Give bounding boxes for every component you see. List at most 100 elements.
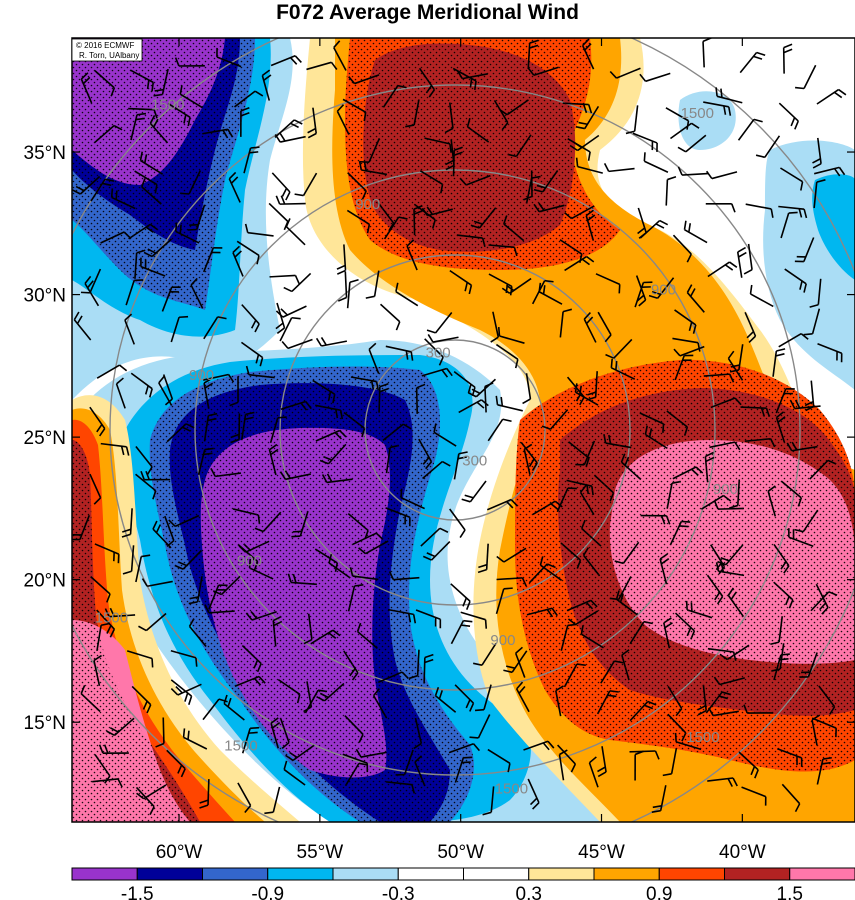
- wind-barb: [141, 178, 162, 205]
- wind-barb: [640, 514, 671, 525]
- wind-barb: [203, 377, 214, 409]
- lon-tick-label: 40°W: [719, 842, 766, 863]
- wind-barb: [271, 172, 291, 201]
- wind-barb: [767, 485, 777, 517]
- colorbar-swatch: [528, 867, 595, 881]
- range-ring-label: 900: [355, 196, 380, 213]
- wind-barb: [152, 520, 172, 549]
- wind-barb: [280, 400, 312, 411]
- wind-barb: [564, 205, 595, 220]
- wind-barb: [515, 681, 530, 713]
- wind-barb: [596, 690, 619, 715]
- wind-barb: [527, 66, 559, 76]
- wind-barb: [377, 671, 409, 684]
- wind-barb: [128, 107, 158, 119]
- wind-barb: [216, 47, 242, 68]
- wind-barb: [634, 281, 653, 308]
- wind-barb: [131, 685, 152, 714]
- map-title: F072 Average Meridional Wind: [276, 1, 579, 24]
- range-ring-label: 1500: [95, 609, 128, 626]
- colorbar-swatch: [202, 867, 269, 881]
- wind-barb: [188, 576, 203, 605]
- wind-barb: [474, 684, 492, 712]
- range-ring-label: 1500: [681, 105, 714, 122]
- wind-barb: [737, 118, 763, 141]
- lat-tick-label: 25°N: [24, 428, 66, 449]
- wind-barb: [813, 166, 846, 177]
- wind-barbs: [72, 38, 847, 816]
- wind-barb: [270, 717, 281, 749]
- wind-barb: [593, 474, 615, 502]
- wind-barb: [615, 590, 638, 616]
- wind-barb: [672, 234, 692, 263]
- wind-barb: [610, 358, 636, 380]
- wind-barb: [495, 343, 519, 369]
- wind-barb: [248, 558, 274, 580]
- wind-barb: [755, 135, 781, 159]
- wind-barb: [625, 105, 639, 135]
- wind-barb: [773, 653, 790, 681]
- wind-barb: [452, 146, 463, 177]
- wind-barb: [710, 397, 742, 409]
- lon-tick-label: 60°W: [156, 842, 203, 863]
- wind-barb: [245, 610, 277, 621]
- wind-barb: [269, 274, 300, 285]
- wind-barb: [139, 151, 164, 175]
- wind-barb: [72, 175, 101, 195]
- wind-barb: [713, 676, 745, 686]
- wind-barb: [771, 643, 785, 672]
- wind-barb: [279, 717, 290, 749]
- wind-barb: [575, 440, 596, 466]
- wind-barb: [815, 583, 829, 615]
- wind-barb: [648, 277, 675, 300]
- wind-barb: [452, 67, 477, 90]
- wind-barb: [356, 622, 378, 649]
- wind-barb: [104, 607, 136, 618]
- wind-barb: [788, 528, 814, 547]
- wind-barb: [84, 275, 100, 307]
- lat-axis: 35°N 30°N 25°N 20°N 15°N: [24, 143, 855, 734]
- wind-barb: [583, 312, 597, 343]
- wind-barb: [304, 689, 328, 714]
- colorbar-swatch: [397, 867, 464, 881]
- wind-barb: [124, 313, 136, 345]
- colorbar-swatch: [332, 867, 399, 881]
- wind-barb: [740, 406, 771, 418]
- wind-barb: [643, 152, 669, 173]
- wind-barb: [741, 786, 767, 806]
- wind-barb: [531, 279, 554, 305]
- wind-barb: [677, 134, 707, 153]
- colorbar-swatch: [463, 867, 530, 881]
- range-ring-label: 1500: [151, 96, 184, 113]
- wind-barb: [241, 304, 260, 333]
- wind-barb: [736, 246, 747, 278]
- wind-barb: [212, 575, 241, 596]
- wind-barb: [406, 239, 418, 271]
- wind-barb: [202, 246, 223, 273]
- wind-barb: [727, 587, 745, 618]
- wind-barb: [559, 308, 573, 338]
- colorbar-swatch: [658, 867, 725, 881]
- wind-barb: [395, 282, 419, 307]
- wind-barb: [166, 423, 195, 443]
- wind-barb: [672, 337, 701, 352]
- wind-barb: [346, 209, 371, 234]
- wind-barb: [378, 383, 389, 413]
- wind-barb: [328, 554, 351, 579]
- wind-barb: [621, 649, 630, 681]
- wind-barb: [210, 468, 242, 478]
- wind-barb: [349, 567, 379, 581]
- wind-barb: [167, 102, 191, 127]
- wind-barb: [90, 178, 115, 202]
- wind-barb: [794, 237, 815, 263]
- wind-barb: [315, 336, 348, 347]
- wind-barb: [669, 520, 691, 546]
- wind-barb: [161, 286, 181, 312]
- wind-barb: [275, 195, 306, 205]
- wind-barb: [100, 231, 132, 244]
- wind-barb: [174, 550, 202, 570]
- stipple-nw: [72, 38, 255, 310]
- wind-barb: [383, 216, 408, 240]
- wind-barb: [272, 615, 283, 647]
- wind-barb: [413, 717, 423, 750]
